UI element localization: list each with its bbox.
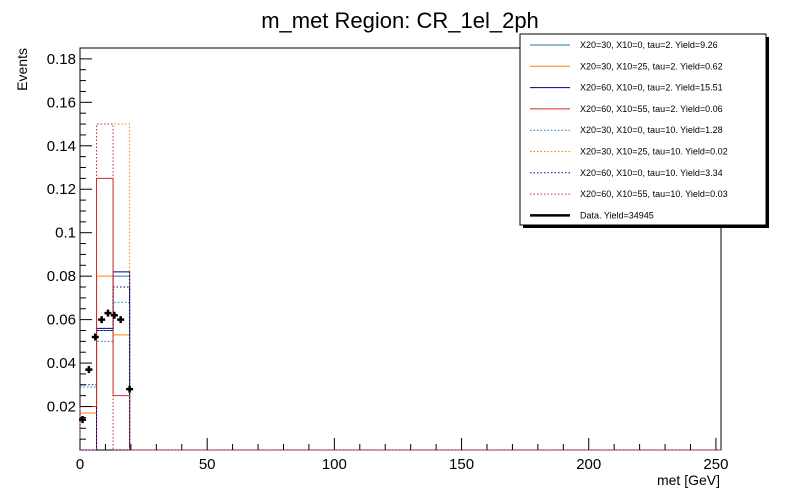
data-point (104, 309, 112, 317)
data-point (110, 311, 118, 319)
legend-label: X20=60, X10=55, tau=10. Yield=0.03 (580, 189, 728, 199)
legend-label: X20=30, X10=25, tau=2. Yield=0.62 (580, 61, 723, 71)
data-point (85, 366, 93, 374)
x-tick-label: 0 (76, 456, 84, 473)
y-tick-label: 0.16 (47, 94, 76, 111)
legend-item: X20=30, X10=0, tau=2. Yield=9.26 (530, 40, 718, 50)
legend-item: X20=30, X10=0, tau=10. Yield=1.28 (530, 125, 723, 135)
data-point (91, 333, 99, 341)
legend-label: Data. Yield=34945 (580, 210, 654, 220)
y-axis-ticks: 0.02 0.04 0.06 0.08 0.1 0.12 0.14 0.16 0.18 (47, 51, 92, 440)
legend-item: X20=30, X10=25, tau=10. Yield=0.02 (530, 147, 728, 157)
y-tick-label: 0.02 (47, 399, 76, 416)
y-tick-label: 0.08 (47, 268, 76, 285)
legend-item: X20=30, X10=25, tau=2. Yield=0.62 (530, 61, 723, 71)
data-point (126, 385, 134, 393)
legend-label: X20=30, X10=0, tau=10. Yield=1.28 (580, 125, 723, 135)
x-axis-label: met [GeV] (657, 472, 720, 488)
y-tick-label: 0.18 (47, 51, 76, 68)
legend-label: X20=30, X10=25, tau=10. Yield=0.02 (580, 147, 728, 157)
legend-item: X20=60, X10=55, tau=2. Yield=0.06 (530, 104, 723, 114)
x-tick-label: 250 (703, 456, 728, 473)
y-tick-label: 0.06 (47, 312, 76, 329)
data-points-layer (79, 309, 134, 424)
legend-item: Data. Yield=34945 (530, 210, 654, 220)
data-point (98, 316, 106, 324)
y-tick-label: 0.1 (55, 225, 76, 242)
x-tick-label: 100 (322, 456, 347, 473)
chart-title: m_met Region: CR_1el_2ph (261, 8, 539, 33)
y-tick-label: 0.14 (47, 138, 76, 155)
series-line-8 (80, 123, 721, 451)
series-line-1 (80, 275, 721, 451)
x-tick-label: 50 (199, 456, 216, 473)
x-axis-ticks: 0 50 100 150 200 250 (76, 438, 728, 473)
series-line-7 (79, 286, 721, 451)
legend-label: X20=60, X10=0, tau=10. Yield=3.34 (580, 168, 723, 178)
series-line-2 (79, 275, 721, 451)
legend-label: X20=60, X10=0, tau=2. Yield=15.51 (580, 83, 723, 93)
series-line-5 (79, 301, 721, 451)
legend-label: X20=60, X10=55, tau=2. Yield=0.06 (580, 104, 723, 114)
x-tick-label: 200 (576, 456, 601, 473)
x-tick-label: 150 (449, 456, 474, 473)
legend-label: X20=30, X10=0, tau=2. Yield=9.26 (580, 40, 718, 50)
legend: X20=30, X10=0, tau=2. Yield=9.26 X20=30, … (519, 33, 769, 228)
y-tick-label: 0.04 (47, 355, 76, 372)
legend-item: X20=60, X10=0, tau=10. Yield=3.34 (530, 168, 723, 178)
legend-item: X20=60, X10=0, tau=2. Yield=15.51 (530, 83, 723, 93)
legend-item: X20=60, X10=55, tau=10. Yield=0.03 (530, 189, 728, 199)
series-line-3 (80, 271, 721, 451)
data-point (117, 316, 125, 324)
y-tick-label: 0.12 (47, 181, 76, 198)
legend-items: X20=30, X10=0, tau=2. Yield=9.26 X20=30, … (530, 40, 728, 220)
y-axis-label: Events (14, 48, 30, 91)
